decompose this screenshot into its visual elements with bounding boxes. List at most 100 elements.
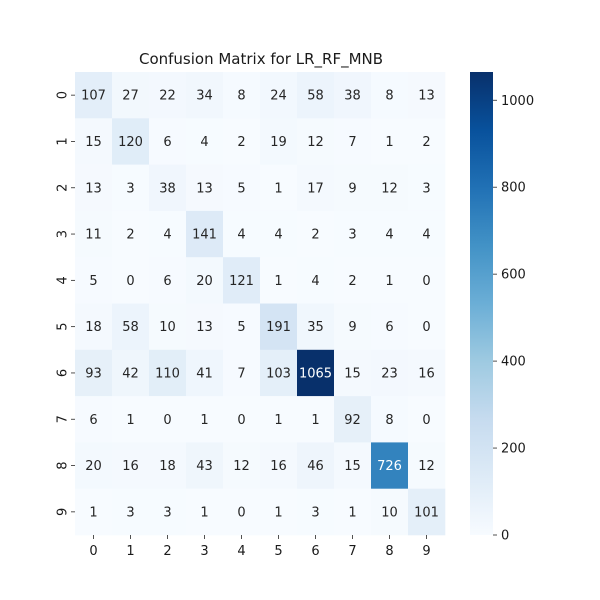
cell-value-label: 12 [418,459,435,474]
cell-value-label: 19 [270,135,287,150]
cell-value-label: 12 [307,135,324,150]
cell-value-label: 141 [192,228,217,243]
cell-value-label: 8 [237,89,245,104]
heatmap-cell [297,349,335,397]
heatmap-cell [112,303,150,351]
heatmap-cell [112,488,150,536]
y-tick-label: 7 [56,415,71,423]
heatmap-cell [297,442,335,489]
heatmap-cell [297,164,335,212]
heatmap-cell [149,164,187,212]
heatmap-cell [186,257,224,304]
cell-value-label: 13 [418,89,435,104]
heatmap-cell [260,72,298,119]
cell-value-label: 12 [233,459,250,474]
colorbar-tick-label: 0 [501,529,509,544]
colorbar-tick-label: 400 [501,355,526,370]
cell-value-label: 4 [200,135,208,150]
heatmap-cell [408,303,446,351]
y-tick-label: 5 [56,323,71,331]
heatmap-cell [334,349,372,397]
cell-value-label: 4 [422,228,430,243]
colorbar: 0 200 400 600 800 1000 [470,72,534,544]
cell-value-label: 4 [274,228,282,243]
heatmap-cell [334,442,372,489]
x-tick-label: 4 [237,544,245,559]
y-tick-label: 0 [56,91,71,99]
cell-value-label: 0 [237,413,245,428]
heatmap-cell [297,257,335,304]
heatmap-cell [223,118,261,165]
heatmap-cell [408,442,446,489]
cell-value-label: 2 [422,135,430,150]
cell-value-label: 38 [344,89,361,104]
x-tick-label: 7 [348,544,356,559]
cell-value-label: 121 [229,274,254,289]
cell-value-label: 1 [385,135,393,150]
heatmap-cell [186,118,224,165]
heatmap-cell [186,488,224,536]
heatmap-cell [223,442,261,489]
colorbar-gradient [470,72,493,535]
x-tick-label: 9 [422,544,430,559]
y-tick-label: 6 [56,369,71,377]
heatmap-cell [371,488,409,536]
heatmap-cell [408,257,446,304]
x-tick-label: 3 [200,544,208,559]
colorbar-tick-label: 800 [501,181,526,196]
heatmap-cell [371,396,409,443]
heatmap-cell [334,118,372,165]
cell-value-label: 6 [385,320,393,335]
cell-value-label: 7 [348,135,356,150]
heatmap-cell [334,396,372,443]
heatmap-cell [408,72,446,119]
cell-value-label: 1 [274,413,282,428]
heatmap-cell [149,210,187,258]
heatmap-cell [260,303,298,351]
x-tick-label: 8 [385,544,393,559]
cell-value-label: 16 [122,459,139,474]
heatmap-cell [75,164,113,212]
heatmap-cell [260,118,298,165]
y-tick-label: 9 [56,508,71,516]
x-tick-label: 1 [126,544,134,559]
cell-value-label: 1 [348,505,356,520]
heatmap-cell [260,257,298,304]
x-tick-label: 0 [89,544,97,559]
cell-value-label: 1 [274,274,282,289]
cell-value-label: 35 [307,320,324,335]
heatmap-cell [408,210,446,258]
cell-value-label: 6 [163,274,171,289]
heatmap-cell [223,257,261,304]
cell-value-label: 92 [344,413,361,428]
heatmap-cell [223,396,261,443]
cell-value-label: 1 [274,181,282,196]
cell-value-label: 34 [196,89,213,104]
heatmap-cell [112,164,150,212]
cell-value-label: 1 [385,274,393,289]
cell-value-label: 18 [159,459,176,474]
chart-title: Confusion Matrix for LR_RF_MNB [139,50,383,69]
cell-value-label: 46 [307,459,324,474]
cell-value-label: 0 [237,505,245,520]
cell-value-label: 13 [85,181,102,196]
cell-value-label: 13 [196,320,213,335]
cell-value-label: 3 [163,505,171,520]
cell-value-label: 3 [422,181,430,196]
x-axis: 0 1 2 3 4 5 6 7 8 9 [89,535,431,559]
heatmap-cell [334,488,372,536]
cell-value-label: 0 [422,413,430,428]
cell-value-label: 18 [85,320,102,335]
x-tick-label: 2 [163,544,171,559]
heatmap-cell [371,349,409,397]
heatmap-cell [75,118,113,165]
heatmap-cell [371,118,409,165]
cell-value-label: 17 [307,181,324,196]
heatmap-cell [334,257,372,304]
heatmap-cell [75,442,113,489]
heatmap-cell [223,164,261,212]
heatmap-cell [371,303,409,351]
cell-value-label: 1065 [299,366,332,381]
heatmap-cell [260,488,298,536]
